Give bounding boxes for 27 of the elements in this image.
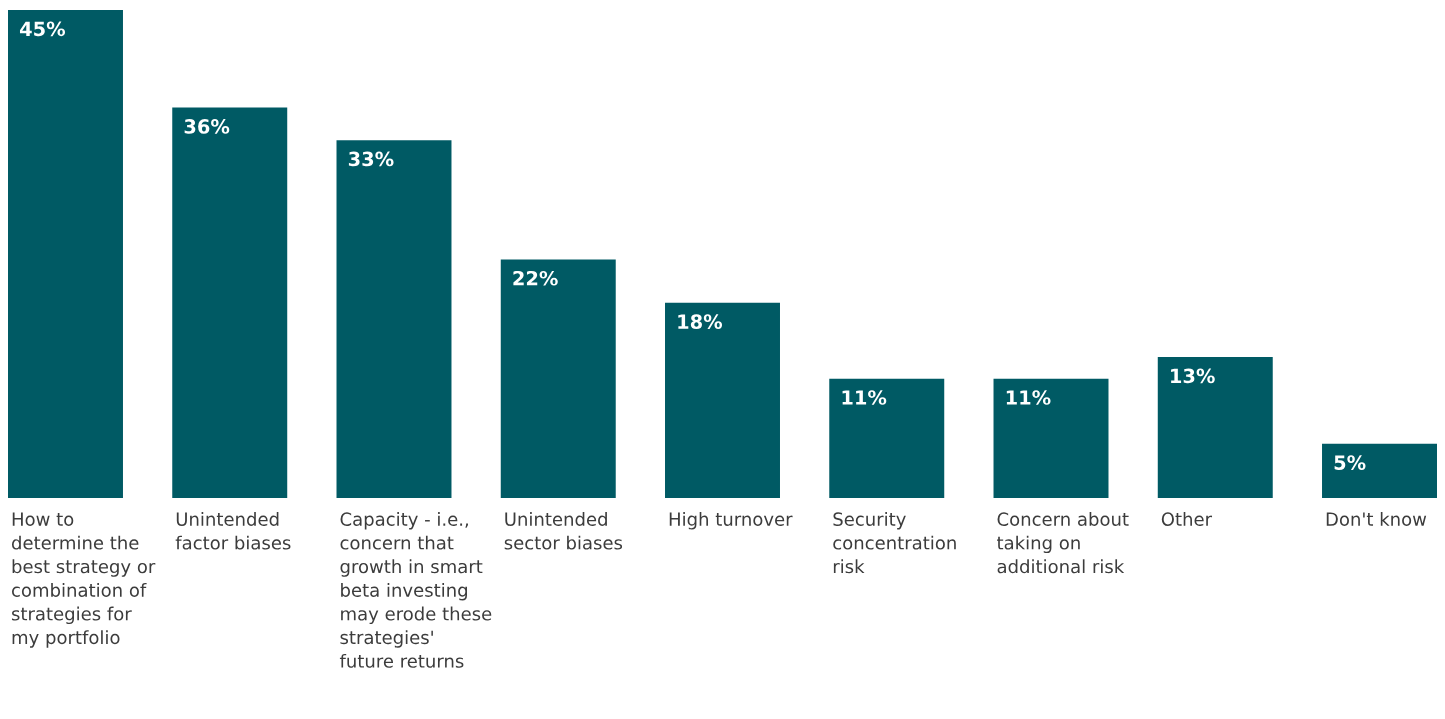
data-label: 22% [513,270,558,286]
bar [172,107,288,498]
bar [829,378,945,498]
bar [336,140,452,498]
x-tick-label: Don't know [1326,512,1427,526]
bar [993,378,1109,498]
data-label: 18% [678,314,723,329]
bar [500,259,616,498]
data-label: 36% [184,119,230,134]
x-tick-label: Other [1161,512,1213,526]
x-tick-label: Capacity - i.e., concern that growth in smart beta investing may erode these strategies' future returns [339,512,492,668]
data-label: 13% [1171,368,1215,384]
bar [8,10,123,498]
data-label: 11% [842,390,887,405]
data-label: 11% [1006,390,1051,405]
bar [665,302,780,498]
data-label: 45% [19,21,66,37]
data-label: 5% [1334,455,1366,470]
x-tick-label: Unintended factor biases [175,512,291,550]
x-tick-label: Concern about taking on additional risk [997,512,1129,574]
x-tick-label: How to determine the best strategy or combination of strategies for my portfolio [11,512,156,648]
x-tick-label: High turnover [669,512,793,530]
x-tick-label: Unintended sector biases [504,512,623,550]
bar [1322,443,1437,498]
bar [1157,357,1273,498]
data-label: 33% [348,151,394,167]
x-tick-label: Security concentration risk [833,512,956,574]
